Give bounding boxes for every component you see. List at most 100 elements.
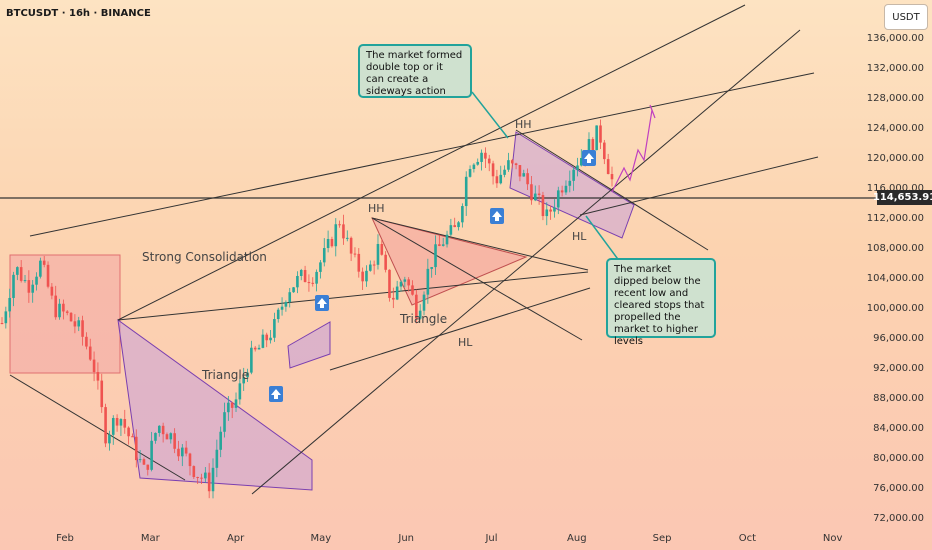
candle xyxy=(150,431,153,472)
candle xyxy=(284,300,288,312)
candle xyxy=(31,280,34,303)
falling-wedge xyxy=(117,318,313,491)
annotation-hh-1: HH xyxy=(515,118,532,131)
candle xyxy=(50,283,54,300)
current-price-label: 114,653.91 xyxy=(872,190,932,205)
candle xyxy=(81,315,84,346)
candle xyxy=(69,311,73,322)
candle xyxy=(115,414,119,432)
candle xyxy=(311,277,315,287)
candle xyxy=(441,237,445,247)
candle xyxy=(131,433,134,438)
symmetric-triangle xyxy=(371,217,528,306)
candle xyxy=(204,467,207,483)
candle xyxy=(119,418,123,436)
candle xyxy=(338,220,341,228)
candle xyxy=(0,317,4,325)
candle xyxy=(261,329,265,349)
candle xyxy=(142,457,146,466)
candle xyxy=(250,340,253,375)
candle xyxy=(246,368,249,383)
candle xyxy=(449,218,453,237)
candle xyxy=(445,230,449,248)
candle xyxy=(372,260,376,275)
candle xyxy=(42,255,46,268)
candle xyxy=(58,298,61,320)
candle xyxy=(161,422,165,443)
candle xyxy=(288,287,292,308)
candle xyxy=(541,191,545,221)
candle xyxy=(507,152,510,172)
candle xyxy=(434,235,437,275)
candle xyxy=(219,426,222,458)
x-tick-label: Jun xyxy=(397,533,414,544)
candle xyxy=(54,285,58,320)
candle xyxy=(234,392,238,412)
candle xyxy=(165,432,169,440)
candle xyxy=(127,426,130,445)
y-tick-label: 76,000.00 xyxy=(873,483,924,494)
candle xyxy=(530,175,533,205)
projected-path xyxy=(611,104,656,193)
x-tick-label: Sep xyxy=(653,533,672,544)
candle xyxy=(395,280,399,301)
candle xyxy=(468,165,472,178)
y-tick-label: 84,000.00 xyxy=(873,423,924,434)
candle xyxy=(330,236,334,248)
x-tick-label: Jul xyxy=(484,533,497,544)
candle xyxy=(357,248,361,278)
candle xyxy=(157,425,161,437)
candle xyxy=(188,452,192,476)
y-tick-label: 128,000.00 xyxy=(867,93,924,104)
candle xyxy=(123,409,127,434)
candle xyxy=(8,288,11,318)
symbol-title: BTCUSDT · 16h · BINANCE xyxy=(6,8,151,19)
candle xyxy=(545,202,549,226)
callout-double-top: The market formed double top or it can c… xyxy=(358,44,472,98)
y-tick-label: 100,000.00 xyxy=(867,303,924,314)
price-series xyxy=(0,119,614,499)
candle xyxy=(88,338,92,361)
candle xyxy=(487,154,491,172)
candle xyxy=(353,247,357,258)
y-axis: 136,000.00 132,000.00 128,000.00 124,000.00… xyxy=(867,33,924,524)
candle xyxy=(457,221,460,231)
candle xyxy=(430,267,433,278)
candle xyxy=(242,367,245,391)
candle xyxy=(418,304,422,320)
candle xyxy=(146,464,150,476)
candle xyxy=(403,276,407,288)
consolidation-box xyxy=(9,254,121,374)
candle xyxy=(334,218,338,257)
candle xyxy=(92,351,96,382)
x-tick-label: Oct xyxy=(739,533,756,544)
candle xyxy=(464,171,468,216)
annotation-hl-2: HL xyxy=(572,230,587,243)
candle xyxy=(211,458,215,499)
candle xyxy=(196,476,199,484)
currency-selector[interactable]: USDT xyxy=(884,4,928,30)
candle xyxy=(257,344,261,350)
callout-stop-hunt: The market dipped below the recent low a… xyxy=(606,258,716,347)
candle xyxy=(315,269,318,292)
candle xyxy=(326,230,330,253)
candle xyxy=(426,258,430,304)
candle xyxy=(365,265,368,287)
annotation-hh-2: HH xyxy=(368,202,385,215)
candle xyxy=(564,180,568,195)
x-tick-label: Aug xyxy=(567,533,587,544)
x-tick-label: Mar xyxy=(141,533,161,544)
candle xyxy=(599,119,602,150)
y-tick-label: 104,000.00 xyxy=(867,273,924,284)
candle xyxy=(342,214,345,245)
y-tick-label: 112,000.00 xyxy=(867,213,924,224)
x-tick-label: May xyxy=(311,533,332,544)
candle xyxy=(369,260,372,272)
candle xyxy=(522,169,526,177)
candle xyxy=(238,375,242,405)
candle xyxy=(399,280,403,292)
candle xyxy=(280,297,284,316)
candle xyxy=(476,158,480,166)
candle xyxy=(495,169,499,188)
